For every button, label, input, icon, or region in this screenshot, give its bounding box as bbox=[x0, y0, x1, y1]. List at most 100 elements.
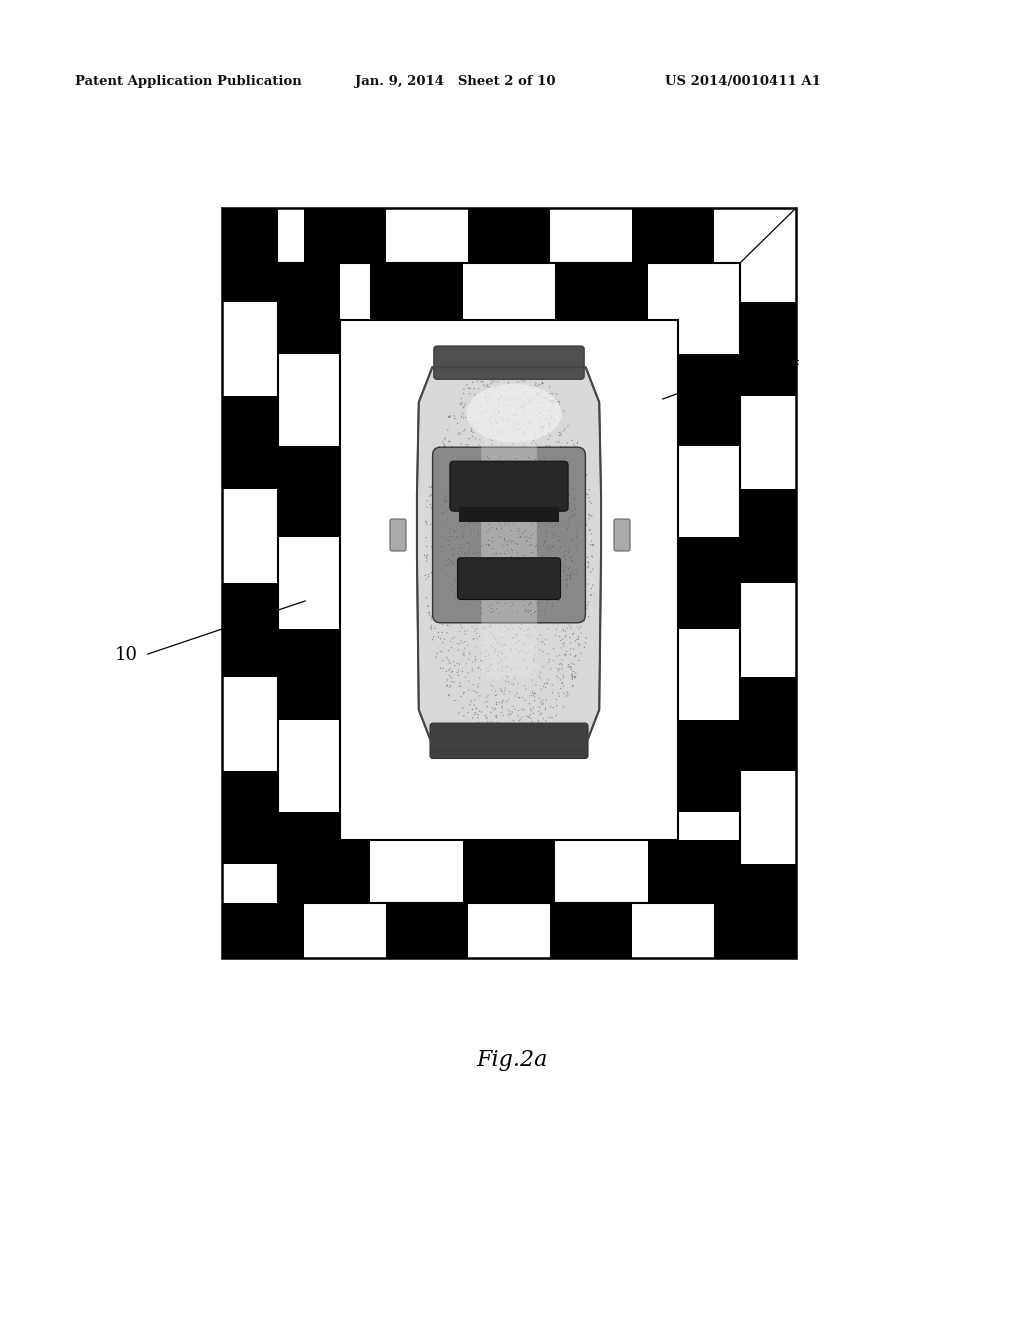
Point bbox=[500, 718, 516, 739]
Point bbox=[454, 616, 470, 638]
Point bbox=[544, 708, 560, 729]
FancyBboxPatch shape bbox=[434, 346, 585, 379]
Point bbox=[457, 667, 473, 688]
Point bbox=[476, 524, 493, 545]
Point bbox=[459, 446, 475, 467]
Point bbox=[436, 510, 453, 531]
Point bbox=[481, 535, 498, 556]
Point bbox=[547, 400, 563, 421]
Point bbox=[548, 705, 564, 726]
Point bbox=[502, 595, 518, 616]
Point bbox=[530, 471, 547, 492]
Point bbox=[503, 639, 519, 660]
Ellipse shape bbox=[467, 384, 561, 442]
Point bbox=[443, 579, 460, 601]
Point bbox=[527, 474, 544, 495]
Point bbox=[548, 586, 564, 607]
Point bbox=[522, 704, 539, 725]
Point bbox=[464, 421, 480, 442]
Point bbox=[542, 376, 558, 397]
Point bbox=[543, 444, 559, 465]
Point bbox=[513, 396, 529, 417]
Point bbox=[543, 541, 559, 562]
Point bbox=[459, 374, 475, 395]
Point bbox=[460, 702, 476, 723]
Point bbox=[453, 676, 469, 697]
Point bbox=[468, 412, 484, 433]
Point bbox=[545, 383, 561, 404]
Point bbox=[485, 508, 502, 529]
Point bbox=[457, 544, 473, 565]
Point bbox=[492, 619, 508, 640]
Point bbox=[515, 719, 531, 741]
Point bbox=[499, 587, 515, 609]
Point bbox=[529, 384, 546, 405]
Point bbox=[520, 628, 537, 649]
Point bbox=[511, 616, 527, 638]
Point bbox=[441, 676, 458, 697]
Point bbox=[546, 492, 562, 513]
Point bbox=[522, 593, 539, 614]
Point bbox=[550, 492, 566, 513]
Point bbox=[550, 590, 566, 611]
Point bbox=[461, 680, 477, 701]
Point bbox=[501, 570, 517, 591]
Point bbox=[508, 532, 524, 553]
Point bbox=[447, 470, 464, 491]
Point bbox=[433, 480, 450, 502]
Point bbox=[475, 432, 492, 453]
Point bbox=[534, 422, 550, 444]
Point bbox=[468, 500, 484, 521]
Point bbox=[487, 412, 504, 433]
Point bbox=[584, 546, 600, 568]
Point bbox=[530, 710, 547, 731]
Point bbox=[521, 557, 538, 578]
Point bbox=[483, 453, 500, 474]
Point bbox=[479, 368, 496, 389]
Point bbox=[531, 403, 548, 424]
Point bbox=[483, 491, 500, 512]
Point bbox=[455, 602, 471, 623]
Point bbox=[511, 710, 527, 731]
Point bbox=[494, 455, 510, 477]
Point bbox=[525, 478, 542, 499]
Point bbox=[549, 495, 565, 516]
Point bbox=[557, 591, 573, 612]
Point bbox=[443, 602, 460, 623]
Point bbox=[485, 586, 502, 607]
Point bbox=[504, 568, 520, 589]
Point bbox=[446, 521, 463, 543]
Point bbox=[510, 706, 526, 727]
Point bbox=[562, 564, 579, 585]
Point bbox=[529, 595, 546, 616]
Point bbox=[462, 528, 478, 549]
Point bbox=[472, 723, 488, 744]
Point bbox=[470, 367, 486, 388]
Point bbox=[459, 597, 475, 618]
Point bbox=[455, 519, 471, 540]
Point bbox=[561, 611, 578, 632]
Point bbox=[561, 601, 578, 622]
Point bbox=[551, 540, 567, 561]
Point bbox=[520, 549, 537, 570]
Point bbox=[490, 454, 507, 475]
Point bbox=[538, 521, 554, 543]
Point bbox=[470, 583, 486, 605]
Point bbox=[541, 477, 557, 498]
Point bbox=[489, 593, 506, 614]
Point bbox=[548, 619, 564, 640]
Point bbox=[455, 550, 471, 572]
Point bbox=[490, 579, 507, 601]
Point bbox=[580, 552, 596, 573]
Point bbox=[553, 451, 569, 473]
Point bbox=[512, 527, 528, 548]
Point bbox=[429, 508, 445, 529]
Point bbox=[447, 471, 464, 492]
Point bbox=[518, 467, 535, 488]
Point bbox=[529, 486, 546, 507]
Point bbox=[550, 446, 566, 467]
Point bbox=[565, 499, 582, 520]
Point bbox=[521, 440, 538, 461]
Point bbox=[559, 618, 575, 639]
Point bbox=[439, 451, 456, 473]
